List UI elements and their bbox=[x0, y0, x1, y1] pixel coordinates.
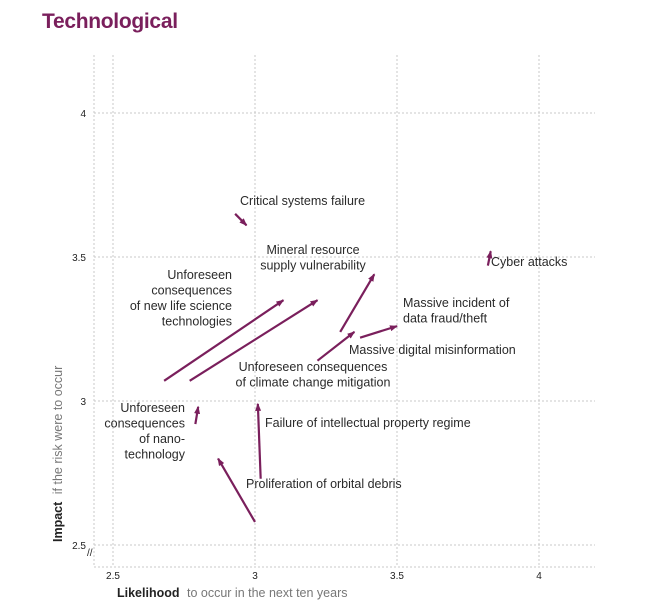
chart-title: Technological bbox=[42, 10, 178, 33]
risk-label: Massive incident of data fraud/theft bbox=[403, 296, 510, 326]
x-axis-title-bold: Likelihood bbox=[117, 586, 180, 600]
risk-arrow bbox=[189, 299, 319, 382]
risk-label: Unforeseen consequences of climate change… bbox=[236, 360, 391, 390]
risk-label-line: Proliferation of orbital debris bbox=[246, 477, 402, 491]
risk-label-line: Failure of intellectual property regime bbox=[265, 416, 471, 430]
risk-label-line: Massive incident of bbox=[403, 296, 510, 310]
risk-label: Critical systems failure bbox=[240, 194, 365, 208]
risk-label-line: Critical systems failure bbox=[240, 194, 365, 208]
risk-label-line: technologies bbox=[162, 315, 232, 329]
risk-label: Failure of intellectual property regime bbox=[265, 416, 471, 430]
y-tick-label: 3.5 bbox=[72, 253, 86, 264]
risk-label: Cyber attacks bbox=[491, 255, 567, 269]
risk-arrow bbox=[163, 299, 285, 382]
y-tick-label: 4 bbox=[80, 109, 86, 120]
risk-arrow bbox=[359, 325, 398, 339]
risk-label: Unforeseen consequences of new life scienc… bbox=[130, 268, 232, 329]
risk-arrow bbox=[486, 250, 493, 266]
y-tick-label: 2.5 bbox=[72, 541, 86, 552]
risk-arrow bbox=[316, 331, 356, 362]
y-axis-title: Impact if the risk were to occur bbox=[51, 366, 65, 542]
risk-label-line: of climate change mitigation bbox=[236, 376, 391, 390]
y-axis-title-rest: if the risk were to occur bbox=[51, 366, 65, 495]
risk-arrows bbox=[163, 213, 493, 523]
risk-label-line: data fraud/theft bbox=[403, 312, 488, 326]
risk-label: Unforeseen consequences of nano-technology bbox=[104, 401, 185, 462]
risk-label-line: technology bbox=[125, 448, 186, 462]
x-axis-title: Likelihood to occur in the next ten year… bbox=[117, 586, 348, 600]
risk-label-line: Unforeseen bbox=[120, 401, 185, 415]
y-axis-title-bold: Impact bbox=[51, 501, 65, 542]
x-tick-label: 3.5 bbox=[390, 571, 404, 582]
risk-label: Mineral resource supply vulnerability bbox=[260, 243, 366, 273]
risk-labels: Critical systems failure Mineral resource… bbox=[104, 194, 567, 491]
risk-arrow bbox=[217, 457, 256, 523]
risk-label: Massive digital misinformation bbox=[349, 343, 516, 357]
risk-label-line: consequences bbox=[151, 284, 232, 298]
risk-arrow bbox=[234, 213, 248, 227]
risk-arrow bbox=[255, 402, 262, 479]
x-tick-label: 3 bbox=[252, 571, 258, 582]
risk-label-line: Unforeseen bbox=[167, 268, 232, 282]
risk-label-line: Mineral resource bbox=[266, 243, 359, 257]
risk-label-line: Massive digital misinformation bbox=[349, 343, 516, 357]
x-axis-title-rest: to occur in the next ten years bbox=[187, 586, 348, 600]
axis-break-marker: // bbox=[87, 548, 93, 559]
x-tick-label: 2.5 bbox=[106, 571, 120, 582]
risk-arrow bbox=[194, 405, 201, 425]
risk-label-line: supply vulnerability bbox=[260, 259, 366, 273]
risk-label-line: Unforeseen consequences bbox=[239, 360, 388, 374]
risk-label-line: Cyber attacks bbox=[491, 255, 567, 269]
tick-labels: 2.5 3 3.5 4 2.5 3 3.5 4 bbox=[72, 109, 542, 582]
x-tick-label: 4 bbox=[536, 571, 542, 582]
grid bbox=[93, 55, 595, 568]
risk-label: Proliferation of orbital debris bbox=[246, 477, 402, 491]
risk-arrow bbox=[339, 273, 376, 333]
y-tick-label: 3 bbox=[80, 397, 86, 408]
risk-label-line: of nano- bbox=[139, 432, 185, 446]
risk-label-line: consequences bbox=[104, 417, 185, 431]
risk-label-line: of new life science bbox=[130, 299, 232, 313]
